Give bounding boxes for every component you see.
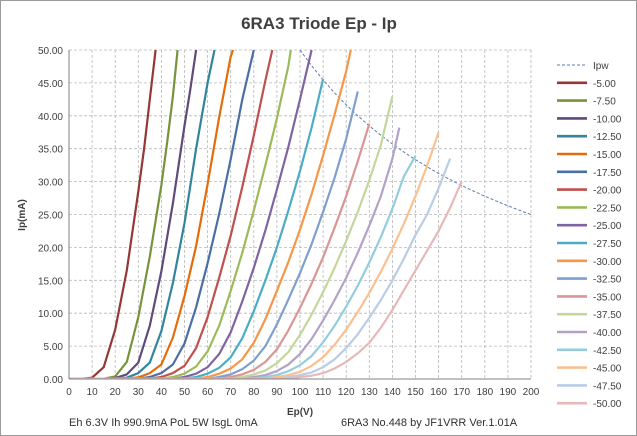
legend-label: -17.50 bbox=[593, 168, 622, 179]
x-tick-label: 120 bbox=[338, 387, 355, 398]
x-tick-label: 200 bbox=[523, 387, 540, 398]
x-tick-label: 10 bbox=[87, 387, 99, 398]
y-tick-label: 50.00 bbox=[38, 46, 63, 57]
legend-label: -42.50 bbox=[593, 346, 622, 357]
legend-label: -40.00 bbox=[593, 328, 622, 339]
legend-label-pw: Ipw bbox=[593, 61, 609, 72]
legend-label: -50.00 bbox=[593, 399, 622, 410]
legend: Ipw -5.00 -7.50 -10.00 -12.50 -15.00 -17.50 -20… bbox=[557, 61, 622, 410]
y-tick-label: 30.00 bbox=[38, 178, 63, 189]
x-tick-label: 150 bbox=[407, 387, 424, 398]
series-line-18 bbox=[69, 158, 452, 379]
x-tick-label: 130 bbox=[361, 387, 378, 398]
legend-label: -47.50 bbox=[593, 381, 622, 392]
y-tick-label: 0.00 bbox=[44, 375, 64, 386]
series-line-11 bbox=[69, 49, 352, 379]
x-tick-label: 90 bbox=[271, 387, 283, 398]
x-tick-label: 80 bbox=[248, 387, 260, 398]
series-line-7 bbox=[69, 49, 274, 379]
legend-label: -25.00 bbox=[593, 221, 622, 232]
plot-area bbox=[69, 49, 531, 379]
x-tick-label: 30 bbox=[133, 387, 145, 398]
series-line-16 bbox=[69, 155, 417, 379]
x-tick-label: 140 bbox=[384, 387, 401, 398]
series-line-12 bbox=[69, 91, 359, 379]
legend-label: -7.50 bbox=[593, 97, 616, 108]
y-axis-label: Ip(mA) bbox=[17, 199, 28, 231]
series-line-15 bbox=[69, 127, 401, 379]
y-tick-label: 45.00 bbox=[38, 79, 63, 90]
legend-label: -5.00 bbox=[593, 79, 616, 90]
y-tick-label: 10.00 bbox=[38, 309, 63, 320]
series-line-8 bbox=[69, 49, 292, 379]
x-tick-label: 60 bbox=[202, 387, 214, 398]
x-tick-label: 0 bbox=[66, 387, 72, 398]
legend-label: -32.50 bbox=[593, 275, 622, 286]
legend-label: -22.50 bbox=[593, 203, 622, 214]
x-tick-label: 190 bbox=[500, 387, 517, 398]
x-tick-label: 20 bbox=[110, 387, 122, 398]
series-line-13 bbox=[69, 123, 371, 379]
y-tick-label: 20.00 bbox=[38, 243, 63, 254]
series-line-14 bbox=[69, 95, 394, 379]
y-tick-label: 40.00 bbox=[38, 112, 63, 123]
x-tick-label: 70 bbox=[225, 387, 237, 398]
series-line-6 bbox=[69, 49, 255, 379]
series-line-9 bbox=[69, 49, 313, 379]
legend-label: -30.00 bbox=[593, 257, 622, 268]
y-tick-label: 5.00 bbox=[44, 342, 64, 353]
x-tick-label: 180 bbox=[476, 387, 493, 398]
legend-label: -37.50 bbox=[593, 310, 622, 321]
series-line-19 bbox=[69, 181, 463, 379]
x-axis-label: Ep(V) bbox=[287, 407, 313, 418]
series-line-17 bbox=[69, 131, 440, 379]
x-tick-label: 40 bbox=[156, 387, 168, 398]
x-tick-label: 170 bbox=[453, 387, 470, 398]
footer-left: Eh 6.3V Ih 990.9mA PoL 5W IsgL 0mA bbox=[69, 417, 258, 429]
tick-labels: 0 10 20 30 40 50 60 70 80 90 100 110 120 130 140 150 160… bbox=[38, 46, 540, 398]
legend-label: -45.00 bbox=[593, 364, 622, 375]
x-tick-label: 160 bbox=[430, 387, 447, 398]
series-line-10 bbox=[69, 78, 325, 379]
y-tick-label: 15.00 bbox=[38, 276, 63, 287]
legend-label: -12.50 bbox=[593, 132, 622, 143]
legend-label: -10.00 bbox=[593, 114, 622, 125]
axes bbox=[68, 50, 531, 380]
legend-label: -20.00 bbox=[593, 186, 622, 197]
legend-label: -35.00 bbox=[593, 292, 622, 303]
series-line-3 bbox=[69, 49, 198, 379]
footer-right: 6RA3 No.448 by JF1VRR Ver.1.01A bbox=[341, 417, 518, 429]
y-tick-label: 35.00 bbox=[38, 145, 63, 156]
x-tick-label: 50 bbox=[179, 387, 191, 398]
chart-title: 6RA3 Triode Ep - Ip bbox=[241, 14, 397, 33]
x-tick-label: 110 bbox=[315, 387, 331, 398]
legend-label: -27.50 bbox=[593, 239, 622, 250]
y-tick-label: 25.00 bbox=[38, 211, 63, 222]
legend-label: -15.00 bbox=[593, 150, 622, 161]
x-tick-label: 100 bbox=[292, 387, 309, 398]
